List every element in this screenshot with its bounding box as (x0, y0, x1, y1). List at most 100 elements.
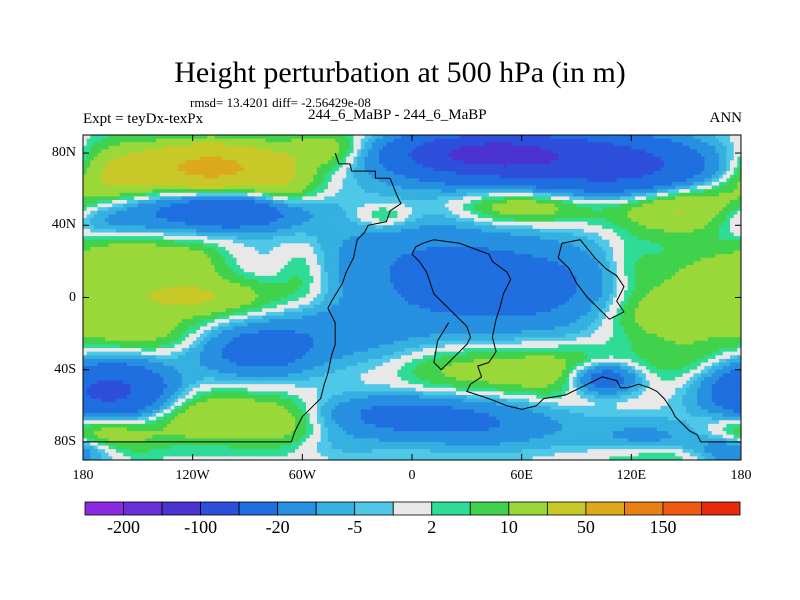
heatmap-cell (207, 153, 212, 158)
heatmap-cell (448, 207, 453, 212)
heatmap-cell (415, 218, 420, 223)
heatmap-cell (711, 207, 717, 212)
heatmap-cell (613, 167, 618, 172)
heatmap-cell (119, 149, 124, 154)
heatmap-cell (346, 135, 351, 140)
heatmap-cell (415, 181, 420, 187)
heatmap-cell (156, 185, 161, 190)
heatmap-cell (722, 181, 727, 187)
heatmap-cell (642, 185, 647, 190)
heatmap-cell (229, 218, 234, 223)
heatmap-cell (309, 185, 314, 190)
heatmap-cell (360, 178, 366, 183)
heatmap-cell (528, 189, 534, 194)
heatmap-cell (580, 214, 585, 219)
heatmap-cell (269, 228, 274, 234)
heatmap-cell (474, 174, 479, 179)
heatmap-cell (656, 149, 662, 154)
heatmap-cell (620, 167, 625, 172)
heatmap-cell (554, 160, 559, 165)
heatmap-cell (591, 160, 596, 165)
heatmap-cell (357, 167, 362, 172)
heatmap-cell (375, 196, 380, 201)
heatmap-cell (693, 214, 698, 219)
heatmap-cell (463, 174, 468, 179)
heatmap-cell (390, 156, 395, 161)
heatmap-cell (240, 192, 245, 197)
heatmap-cell (518, 138, 523, 143)
heatmap-cell (587, 145, 592, 151)
heatmap-cell (667, 138, 673, 143)
heatmap-cell (346, 225, 351, 230)
heatmap-cell (722, 210, 727, 216)
heatmap-cell (251, 232, 256, 237)
heatmap-cell (426, 156, 431, 161)
heatmap-cell (518, 153, 523, 158)
heatmap-cell (262, 181, 267, 187)
heatmap-cell (525, 181, 530, 187)
heatmap-cell (240, 232, 245, 237)
heatmap-cell (649, 149, 654, 154)
heatmap-cell (141, 153, 146, 158)
heatmap-cell (528, 200, 534, 205)
heatmap-cell (671, 163, 676, 169)
heatmap-cell (199, 156, 205, 161)
heatmap-cell (591, 185, 596, 190)
heatmap-cell (393, 138, 398, 143)
heatmap-cell (287, 218, 292, 223)
heatmap-cell (437, 135, 442, 140)
heatmap-cell (605, 189, 610, 194)
heatmap-cell (488, 203, 494, 208)
heatmap-cell (444, 232, 450, 237)
heatmap-cell (236, 210, 241, 216)
heatmap-cell (309, 232, 314, 237)
heatmap-cell (708, 218, 713, 223)
heatmap-cell (719, 214, 724, 219)
heatmap-cell (148, 203, 154, 208)
heatmap-cell (642, 160, 647, 165)
heatmap-cell (631, 218, 636, 223)
heatmap-cell (594, 181, 600, 187)
heatmap-cell (273, 210, 278, 216)
chart-title: Height perturbation at 500 hPa (in m) (174, 56, 626, 89)
heatmap-cell (558, 167, 563, 172)
heatmap-cell (276, 135, 281, 140)
heatmap-cell (305, 192, 311, 197)
heatmap-cell (459, 228, 464, 234)
heatmap-cell (178, 138, 183, 143)
heatmap-cell (452, 232, 457, 237)
heatmap-cell (258, 149, 263, 154)
heatmap-cell (580, 171, 585, 176)
heatmap-cell (708, 214, 713, 219)
heatmap-cell (203, 135, 208, 140)
heatmap-cell (390, 135, 395, 140)
heatmap-cell (528, 145, 534, 151)
heatmap-cell (587, 156, 592, 161)
heatmap-cell (156, 178, 161, 183)
heatmap-cell (225, 218, 230, 223)
heatmap-cell (631, 207, 636, 212)
heatmap-cell (649, 214, 654, 219)
heatmap-cell (207, 178, 212, 183)
heatmap-cell (704, 142, 709, 147)
heatmap-cell (371, 200, 377, 205)
heatmap-cell (510, 221, 515, 226)
heatmap-cell (174, 145, 179, 151)
heatmap-cell (496, 192, 501, 197)
heatmap-cell (492, 167, 497, 172)
heatmap-cell (247, 174, 252, 179)
heatmap-cell (704, 203, 709, 208)
heatmap-cell (550, 145, 556, 151)
heatmap-cell (269, 214, 274, 219)
heatmap-cell (700, 163, 706, 169)
heatmap-cell (181, 203, 186, 208)
heatmap-cell (539, 203, 545, 208)
heatmap-cell (638, 156, 643, 161)
heatmap-cell (561, 142, 567, 147)
heatmap-cell (426, 145, 431, 151)
heatmap-cell (346, 171, 351, 176)
heatmap-cell (199, 203, 205, 208)
heatmap-cell (441, 145, 446, 151)
heatmap-cell (704, 207, 709, 212)
heatmap-cell (426, 207, 431, 212)
